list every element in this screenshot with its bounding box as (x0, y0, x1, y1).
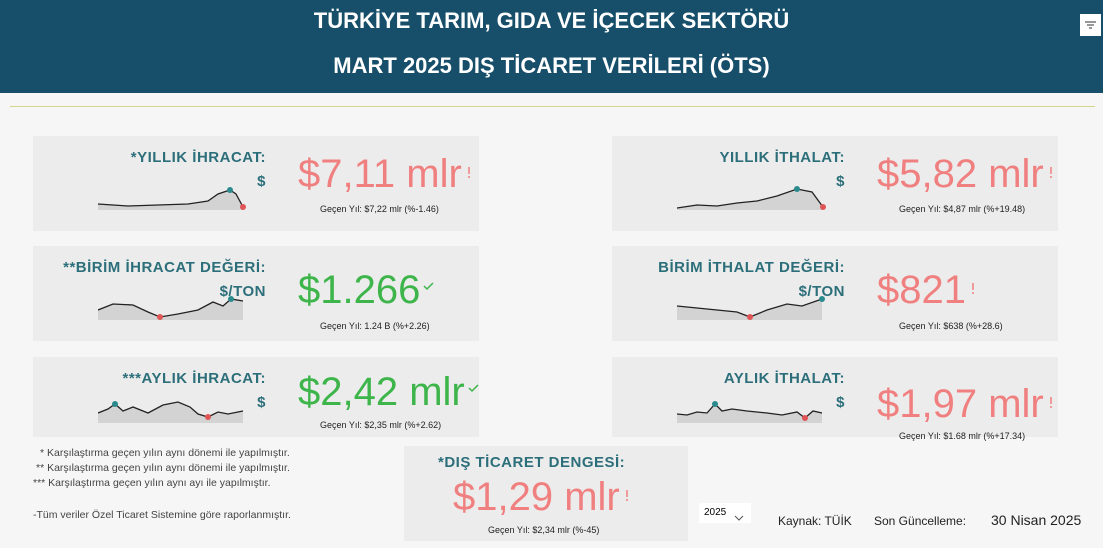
balance-card (404, 446, 688, 541)
sparkline (97, 387, 248, 423)
card-label: *YILLIK İHRACAT: (130, 149, 266, 166)
footnote: * Karşılaştırma geçen yılın aynı dönemi … (40, 447, 290, 459)
kpi-card (612, 136, 1058, 231)
status-icon (468, 384, 479, 393)
card-comparison: Geçen Yıl: $2,35 mlr (%+2.62) (320, 420, 442, 430)
card-label: BİRİM İTHALAT DEĞERİ: (658, 259, 845, 276)
divider (10, 106, 1095, 107)
status-icon (468, 167, 470, 178)
footnote: -Tüm veriler Özel Ticaret Sistemine göre… (33, 509, 291, 521)
sparkline (97, 187, 246, 210)
card-label: YILLIK İTHALAT: (719, 149, 845, 166)
card-value: $821 (877, 268, 966, 312)
card-value: $7,11 mlr (298, 152, 462, 196)
updated-label: Son Güncelleme: (874, 514, 967, 528)
card-comparison: Geçen Yıl: $638 (%+28.6) (899, 321, 1003, 331)
status-icon (623, 489, 634, 502)
sparkline (676, 387, 827, 423)
status-icon (423, 282, 434, 295)
card-value: $5,82 mlr (877, 152, 1044, 196)
sparkline (97, 174, 248, 210)
card-unit: $ (836, 173, 845, 190)
card-label: ***AYLIK İHRACAT: (122, 370, 266, 387)
title: TÜRKİYE TARIM, GIDA VE İÇECEK SEKTÖRÜ (313, 8, 790, 33)
sparkline (676, 296, 825, 320)
footnote: *** Karşılaştırma geçen yılın aynı ayı i… (33, 477, 271, 489)
sparkline (97, 296, 244, 320)
card-value: $1.266 (298, 268, 421, 312)
year-slicer[interactable]: 2025 (699, 503, 751, 523)
kpi-card (33, 357, 479, 437)
year-value: 2025 (704, 507, 727, 518)
status-icon (972, 283, 974, 294)
status-icon (1050, 167, 1052, 178)
kpi-card (33, 136, 479, 231)
title: MART 2025 DIŞ TİCARET VERİLERİ (ÖTS) (333, 53, 770, 78)
card-comparison: Geçen Yıl: $7,22 mlr (%-1.46) (320, 204, 439, 214)
filter-button[interactable] (1080, 14, 1101, 36)
card-label: **BİRİM İHRACAT DEĞERİ: (63, 259, 266, 276)
card-unit: $ (836, 394, 845, 411)
card-comparison: Geçen Yıl: $1.68 mlr (%+17.34) (899, 431, 1026, 441)
card-comparison: Geçen Yıl: $4,87 mlr (%+19.48) (899, 204, 1026, 214)
card-comparison: Geçen Yıl: 1.24 B (%+2.26) (320, 321, 430, 331)
balance-comparison: Geçen Yıl: $2,34 mlr (%-45) (488, 525, 600, 535)
source: Kaynak: TÜİK (778, 514, 852, 528)
status-icon (1050, 397, 1052, 408)
balance-label: *DIŞ TİCARET DENGESİ: (438, 454, 626, 471)
filter-icon (1085, 21, 1096, 29)
card-label: AYLIK İTHALAT: (723, 370, 845, 387)
kpi-card (33, 246, 479, 341)
sparkline (676, 401, 823, 423)
status-icon (969, 282, 980, 295)
kpi-card (612, 357, 1058, 437)
sparkline (676, 174, 827, 210)
sparkline (676, 186, 826, 210)
status-icon (468, 384, 479, 397)
sparkline (676, 284, 827, 320)
sparkline (97, 401, 244, 423)
status-icon (465, 166, 476, 179)
card-unit: $/TON (798, 283, 845, 300)
status-icon (1047, 166, 1058, 179)
dropdown-arrow (734, 515, 744, 521)
status-icon (626, 490, 628, 501)
card-value: $1,97 mlr (877, 382, 1044, 426)
header (0, 0, 1103, 93)
card-unit: $ (257, 173, 266, 190)
status-icon (1047, 396, 1058, 409)
updated-date: 30 Nisan 2025 (991, 512, 1082, 528)
card-unit: $ (257, 394, 266, 411)
sparkline (97, 284, 248, 320)
kpi-card (612, 246, 1058, 341)
balance-value: $1,29 mlr (453, 475, 620, 519)
card-unit: $/TON (219, 283, 266, 300)
card-value: $2,42 mlr (298, 370, 465, 414)
dropdown-arrow (734, 509, 744, 521)
status-icon (423, 282, 434, 291)
footnote: ** Karşılaştırma geçen yılın aynı dönemi… (36, 462, 290, 474)
